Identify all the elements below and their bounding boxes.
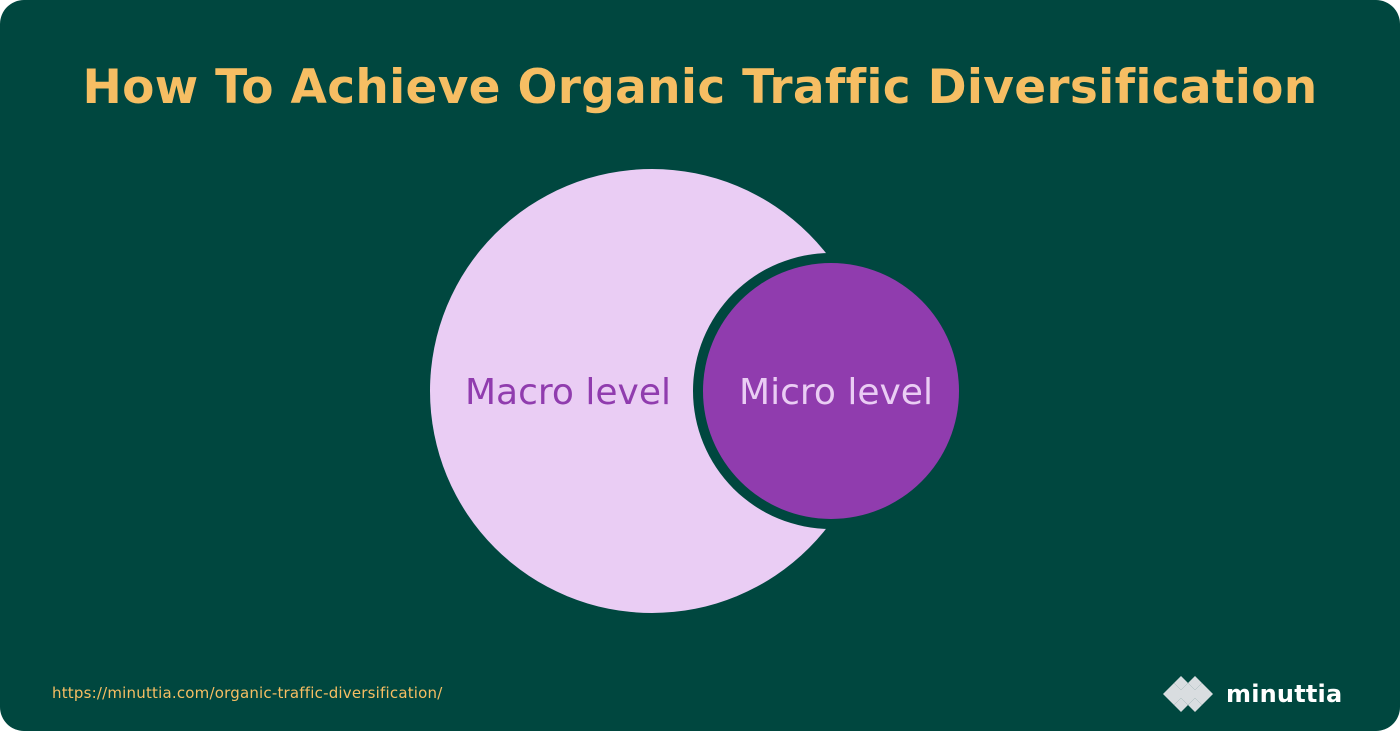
macro-level-circle [430, 169, 874, 613]
page-title: How To Achieve Organic Traffic Diversifi… [82, 60, 1318, 115]
diamond-cluster-icon [1163, 676, 1213, 712]
brand-logo: minuttia [1160, 675, 1342, 713]
brand-name: minuttia [1226, 680, 1343, 708]
macro-level-label: Macro level [465, 372, 671, 413]
source-url: https://minuttia.com/organic-traffic-div… [52, 684, 443, 702]
micro-level-label: Micro level [739, 372, 933, 413]
micro-level-circle [703, 263, 959, 519]
